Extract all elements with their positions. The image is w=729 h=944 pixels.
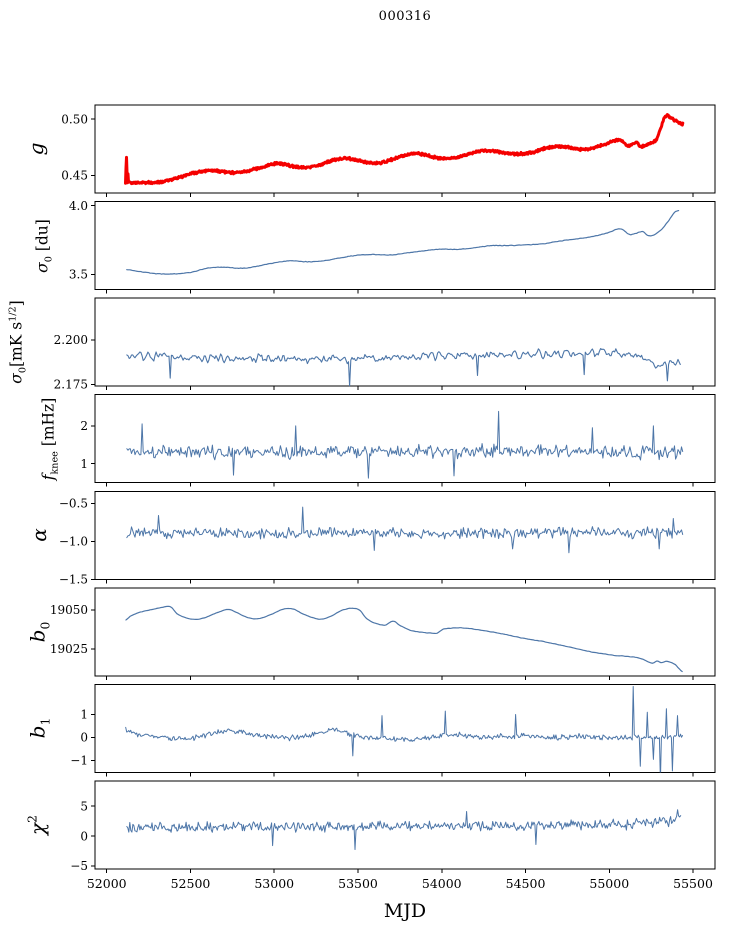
x-tick-label: 52500: [171, 876, 211, 891]
figure-title: 000316: [378, 9, 432, 24]
panel-sigma0-mks: 2.175 2.200: [54, 297, 716, 392]
y-axis-label-segment: 0: [37, 621, 53, 630]
panel-g: 0.45 0.50: [61, 104, 716, 197]
x-tick-label: 54500: [506, 876, 546, 891]
series-line-fknee: [126, 410, 684, 479]
y-axis-label-segment: α: [27, 528, 51, 543]
y-tick-label: −1.0: [59, 534, 88, 548]
y-axis-label-segment: b: [25, 629, 50, 643]
y-tick-label: 0: [80, 731, 88, 745]
y-axis-label-segment: ]: [7, 300, 26, 307]
y-axis-label-segment: [du]: [33, 218, 52, 256]
panel-fknee: 12: [80, 394, 716, 487]
x-tick-label: 52000: [87, 876, 127, 891]
axes-frame: [94, 780, 716, 870]
axes-frame: [94, 394, 716, 484]
axes-frame: [94, 587, 716, 677]
panel-alpha: −1.5 −1.0 −0.5: [59, 490, 716, 586]
axes-frame: [94, 683, 716, 773]
y-axis-label-sigma0-mks: σ0[mK s1/2]: [7, 300, 28, 383]
y-tick-label: −1.5: [59, 572, 88, 586]
x-tick-label: 55000: [589, 876, 629, 891]
y-tick-label: 19025: [50, 642, 88, 656]
y-tick-label: 2.175: [54, 378, 88, 392]
y-axis-label-g: g: [24, 143, 48, 156]
panel-b1: −1 0 1: [70, 683, 716, 777]
panel-b0: 19025 19050: [50, 587, 716, 680]
y-axis-label-segment: [mK s: [7, 321, 26, 368]
y-axis-label-b1: b1: [26, 718, 53, 739]
y-axis-label-segment: knee: [49, 450, 61, 475]
y-axis-label-segment: σ: [33, 261, 52, 273]
panel-sigma0-du: 3.5 4.0: [69, 199, 716, 294]
y-axis-label-segment: f: [39, 474, 58, 480]
y-tick-label: −1: [70, 754, 88, 768]
x-tick-label: 53500: [338, 876, 378, 891]
series-line-b0: [125, 605, 683, 673]
series-line-alpha: [126, 506, 684, 554]
y-tick-label: 1: [80, 457, 88, 471]
series-line-chi2: [126, 809, 682, 851]
series-line-sigma0-mks: [126, 348, 681, 387]
y-tick-label: 0.45: [61, 169, 88, 183]
series-line-b1: [125, 686, 683, 773]
y-axis-label-fknee: fknee [mHz]: [39, 397, 60, 480]
y-axis-label-segment: σ: [7, 373, 26, 384]
y-tick-label: 3.5: [69, 268, 88, 282]
y-axis-label-alpha: α: [27, 529, 51, 543]
y-axis-label-segment: 0: [43, 255, 55, 262]
x-tick-label: 54000: [422, 876, 462, 891]
y-tick-label: 1: [80, 708, 88, 722]
y-tick-label: 19050: [50, 603, 88, 617]
y-axis-label-chi2: χ2: [25, 815, 50, 835]
y-tick-label: 2: [80, 419, 88, 433]
axes-frame: [94, 201, 716, 291]
y-axis-label-segment: [mHz]: [39, 397, 58, 451]
x-axis-label: MJD: [383, 900, 427, 922]
y-tick-label: 4.0: [69, 199, 88, 213]
y-axis-label-segment: g: [24, 142, 48, 156]
y-axis-label-segment: 1: [37, 718, 53, 726]
x-tick-label: 55500: [673, 876, 713, 891]
y-axis-label-segment: 1/2: [7, 306, 19, 322]
x-tick-label: 53000: [254, 876, 294, 891]
y-axis-label-b0: b0: [26, 621, 53, 642]
y-tick-label: 0: [80, 829, 88, 843]
y-tick-label: 5: [80, 799, 88, 813]
y-axis-label-segment: χ: [25, 822, 50, 836]
axes-frame: [94, 490, 716, 580]
axes-frame: [94, 297, 716, 387]
y-tick-label: −0.5: [59, 496, 88, 510]
y-tick-label: 2.200: [54, 333, 88, 347]
y-axis-label-sigma0-du: σ0 [du]: [33, 219, 54, 273]
axes-frame: [94, 104, 716, 194]
y-axis-label-segment: b: [25, 725, 50, 739]
y-tick-label: −5: [70, 859, 88, 873]
y-axis-label-segment: 0: [17, 367, 29, 374]
series-line-sigma0-du: [126, 209, 680, 275]
series-line-g-data: [124, 113, 685, 186]
y-tick-label: 0.50: [61, 112, 88, 126]
panel-chi2: −5 0 5 52000 52500 53000 53500 54000 54500 55000 5…: [70, 780, 716, 891]
y-axis-label-segment: 2: [24, 814, 40, 823]
